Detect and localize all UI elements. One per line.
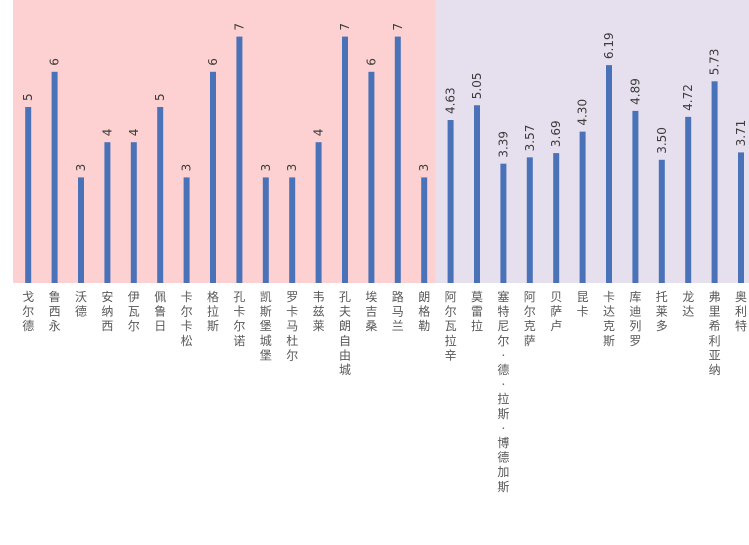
category-label: 伊瓦尔 [128,290,140,333]
bars [25,36,744,284]
data-label: 3 [417,164,431,172]
category-label: 阿尔瓦拉辛 [445,290,457,362]
category-label: 韦兹莱 [313,290,325,333]
group-backgrounds [13,0,749,283]
category-label: 鲁西永 [49,290,61,333]
category-label: 弗里希利亚纳 [709,290,721,377]
category-label: 朗格勒 [418,290,430,333]
category-label: 沃德 [75,290,87,319]
data-label: 5.05 [470,73,484,100]
category-label: 奥利特 [735,290,747,333]
category-label: 库迪列罗 [629,289,641,348]
bar [632,110,639,283]
data-label: 4.30 [576,99,590,126]
group-background [435,0,749,283]
bar [25,107,32,283]
bar [526,157,533,283]
data-label: 7 [338,23,352,31]
data-label: 6 [364,58,378,66]
data-label: 4 [100,129,114,137]
bar [711,81,718,283]
data-label: 3 [180,164,194,172]
bar [262,177,269,283]
category-label: 昆卡 [577,290,589,319]
data-label: 5 [153,93,167,101]
bar [394,36,401,283]
bar [104,142,111,283]
bar [606,65,612,283]
category-label: 龙达 [682,290,694,319]
bar [157,107,164,283]
bar [447,120,454,283]
bar [289,177,296,283]
data-label: 3.69 [549,120,563,147]
category-label: 贝萨卢 [550,290,562,333]
bar [658,159,665,283]
data-label: 6.19 [602,32,616,59]
category-label: 佩鲁日 [154,290,166,333]
data-label: 3 [285,164,299,172]
bar [130,142,137,283]
data-label: 6 [48,58,62,66]
category-labels: 戈尔德 鲁西永 沃德 安纳西 伊瓦尔 佩鲁日 卡尔卡松 格拉斯 孔卡尔诺 凯斯堡城堡 罗卡马杜尔 韦兹… [22,289,747,494]
bar [421,177,428,283]
bar [210,71,216,283]
bar [738,152,744,283]
data-label: 3.57 [523,125,537,152]
bar [236,36,243,283]
bar [474,105,480,284]
data-label: 3.50 [655,127,669,154]
category-label: 格拉斯 [207,289,219,333]
bar [685,116,692,283]
data-label: 7 [232,23,246,31]
data-label: 5.73 [708,49,722,76]
data-label: 4 [312,129,326,137]
category-label: 罗卡马杜尔 [286,290,298,362]
group-background [13,0,440,283]
bar [368,71,375,283]
category-label: 路马兰 [392,289,404,333]
category-label: 凯斯堡城堡 [260,290,272,362]
data-label: 4.63 [444,87,458,114]
data-label: 3 [74,164,88,172]
data-label: 3.39 [496,131,510,158]
category-label: 孔卡尔诺 [233,290,245,348]
category-label: 托莱多 [656,290,668,333]
category-label: 塞特尼尔·德·拉斯·博德加斯 [497,289,509,494]
bar [342,36,348,283]
category-label: 安纳西 [101,289,113,333]
bar [553,153,560,283]
data-label: 3.71 [734,120,748,147]
category-label: 卡达克斯 [603,290,615,348]
data-label: 4 [127,129,141,137]
category-label: 莫雷拉 [471,290,483,333]
value-labels: 5 6 3 4 4 5 3 6 7 3 3 4 7 6 7 3 4.63 5.05 3.39 3.57 3.69 4.30… [21,23,748,171]
data-label: 6 [206,58,220,66]
bar [51,71,58,283]
category-label: 戈尔德 [22,290,34,333]
bar [315,142,322,283]
data-label: 4.72 [681,84,695,111]
category-label: 卡尔卡松 [181,290,193,348]
bar [579,131,586,283]
data-label: 5 [21,93,35,101]
data-label: 4.89 [628,78,642,105]
category-label: 埃吉桑 [365,290,377,333]
bar [500,163,507,283]
data-label: 7 [391,23,405,31]
category-label: 阿尔克萨 [524,290,536,348]
category-label: 孔夫朗自由城 [339,290,351,377]
bar [183,177,190,283]
bar [78,177,84,283]
data-label: 3 [259,164,273,172]
